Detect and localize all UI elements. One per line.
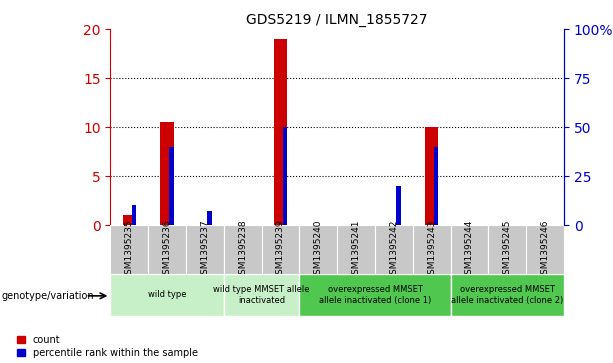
Bar [274, 39, 287, 225]
Bar [161, 122, 173, 225]
Text: GSM1395237: GSM1395237 [200, 219, 210, 280]
Bar [489, 225, 526, 274]
Bar [110, 274, 224, 316]
Bar [224, 274, 299, 316]
Bar [396, 186, 401, 225]
Text: GSM1395240: GSM1395240 [314, 219, 323, 280]
Bar [207, 211, 211, 225]
Bar [413, 225, 451, 274]
Bar [186, 225, 224, 274]
Text: GSM1395246: GSM1395246 [541, 219, 550, 280]
Text: GSM1395244: GSM1395244 [465, 219, 474, 280]
Text: GSM1395235: GSM1395235 [124, 219, 134, 280]
Text: GSM1395238: GSM1395238 [238, 219, 247, 280]
Bar [451, 274, 564, 316]
Bar [526, 225, 564, 274]
Bar [299, 225, 337, 274]
Text: GSM1395243: GSM1395243 [427, 219, 436, 280]
Text: overexpressed MMSET
allele inactivated (clone 1): overexpressed MMSET allele inactivated (… [319, 285, 431, 305]
Bar [262, 225, 299, 274]
Text: GSM1395239: GSM1395239 [276, 219, 285, 280]
Text: wild type MMSET allele
inactivated: wild type MMSET allele inactivated [213, 285, 310, 305]
Bar [148, 225, 186, 274]
Text: GSM1395242: GSM1395242 [389, 219, 398, 280]
Text: genotype/variation: genotype/variation [1, 291, 94, 301]
Title: GDS5219 / ILMN_1855727: GDS5219 / ILMN_1855727 [246, 13, 428, 26]
Text: GSM1395241: GSM1395241 [351, 219, 360, 280]
Bar [169, 147, 174, 225]
Text: GSM1395245: GSM1395245 [503, 219, 512, 280]
Legend: count, percentile rank within the sample: count, percentile rank within the sample [17, 335, 197, 358]
Text: overexpressed MMSET
allele inactivated (clone 2): overexpressed MMSET allele inactivated (… [451, 285, 563, 305]
Text: GSM1395236: GSM1395236 [162, 219, 172, 280]
Bar [123, 215, 136, 225]
Bar [110, 225, 148, 274]
Bar [337, 225, 375, 274]
Bar [425, 127, 438, 225]
Bar [434, 147, 438, 225]
Bar [451, 225, 489, 274]
Bar [283, 127, 287, 225]
Bar [224, 225, 262, 274]
Text: wild type: wild type [148, 290, 186, 299]
Bar [375, 225, 413, 274]
Bar [299, 274, 451, 316]
Bar [132, 205, 136, 225]
